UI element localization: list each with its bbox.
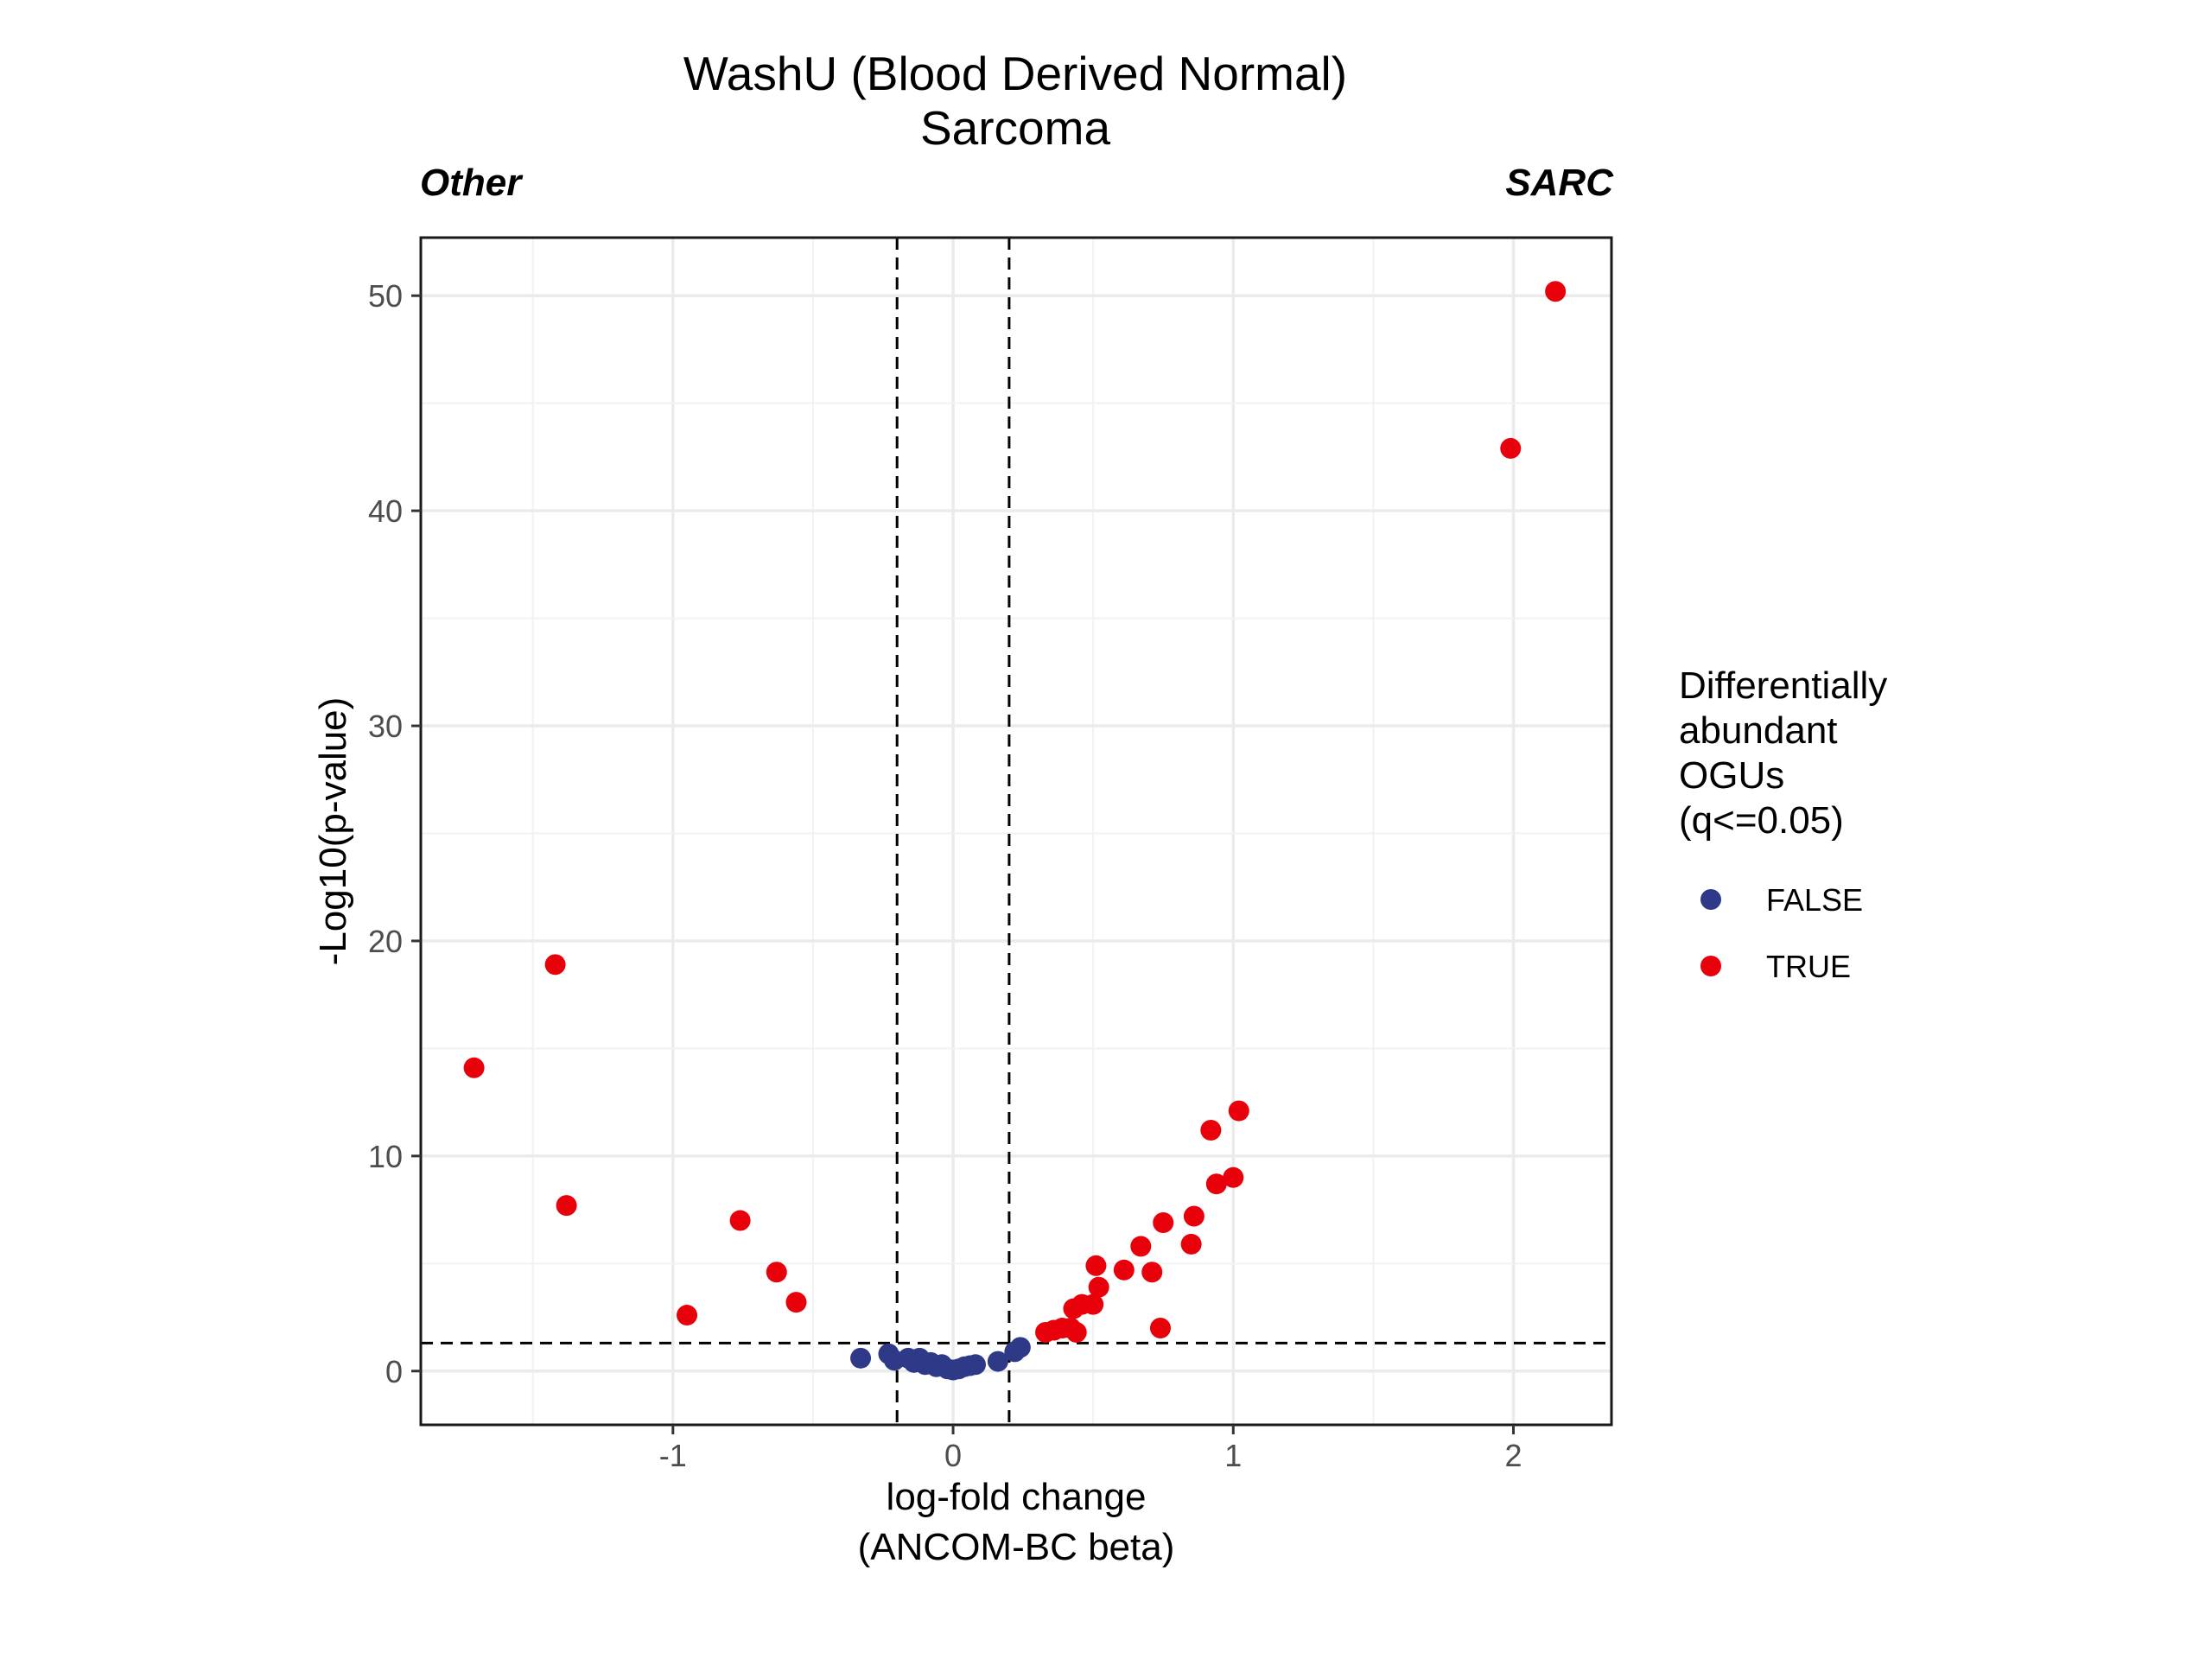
legend-key-true <box>1700 956 1721 976</box>
legend-label-true: TRUE <box>1766 949 1851 984</box>
y-tick-label: 0 <box>385 1354 403 1389</box>
point-true <box>1065 1321 1087 1343</box>
x-tick-label: 2 <box>1505 1438 1522 1473</box>
point-true <box>544 954 566 976</box>
x-tick-label: -1 <box>659 1438 687 1473</box>
legend-title-line: abundant <box>1679 709 1838 752</box>
point-false <box>964 1354 986 1376</box>
x-axis-title-line2: (ANCOM-BC beta) <box>858 1526 1175 1568</box>
point-true <box>1141 1262 1163 1283</box>
point-true <box>1180 1233 1202 1255</box>
point-true <box>1223 1166 1244 1188</box>
plot-panel-border <box>419 236 1613 1427</box>
legend-label-false: FALSE <box>1766 882 1863 918</box>
point-true <box>556 1195 577 1217</box>
point-true <box>1183 1205 1205 1227</box>
point-true <box>785 1292 807 1313</box>
corner-label-sarc: SARC <box>1505 162 1614 204</box>
point-true <box>1228 1100 1249 1122</box>
point-false <box>987 1351 1008 1372</box>
y-tick-label: 20 <box>368 924 403 959</box>
y-tick-label: 50 <box>368 278 403 314</box>
point-false <box>1009 1337 1031 1358</box>
y-tick-label: 10 <box>368 1139 403 1174</box>
chart-title: WashU (Blood Derived Normal) <box>683 47 1347 100</box>
x-tick-label: 1 <box>1224 1438 1242 1473</box>
point-true <box>677 1305 698 1326</box>
legend-title-line: (q<=0.05) <box>1679 799 1844 842</box>
point-true <box>1153 1212 1174 1234</box>
legend-title-line: OGUs <box>1679 754 1784 797</box>
threshold-lines <box>421 238 1611 1425</box>
corner-label-other: Other <box>420 162 524 204</box>
point-true <box>1088 1276 1109 1298</box>
point-true <box>729 1210 751 1231</box>
point-true <box>1205 1173 1227 1195</box>
x-axis-title: log-fold change <box>887 1476 1147 1518</box>
y-tick-label: 40 <box>368 493 403 529</box>
chart-subtitle: Sarcoma <box>920 101 1110 155</box>
x-tick-label: 0 <box>944 1438 962 1473</box>
point-true <box>1149 1317 1171 1338</box>
legend-title-line: Differentially <box>1679 664 1887 707</box>
legend-key-false <box>1700 889 1721 910</box>
point-true <box>1130 1236 1152 1257</box>
y-tick-label: 30 <box>368 709 403 744</box>
grid-lines <box>421 238 1611 1425</box>
y-axis-title: -Log10(p-value) <box>312 697 354 966</box>
point-false <box>850 1347 872 1369</box>
point-true <box>1500 437 1522 459</box>
point-true <box>1085 1255 1107 1276</box>
point-true <box>1200 1119 1222 1141</box>
point-true <box>766 1262 787 1283</box>
point-true <box>463 1057 485 1078</box>
data-points <box>463 281 1567 1381</box>
point-true <box>1083 1294 1104 1315</box>
point-true <box>1545 281 1567 302</box>
y-axis: 0 10 20 30 40 50 <box>368 278 421 1389</box>
x-axis: -1 0 1 2 <box>659 1425 1522 1473</box>
point-true <box>1113 1259 1135 1281</box>
